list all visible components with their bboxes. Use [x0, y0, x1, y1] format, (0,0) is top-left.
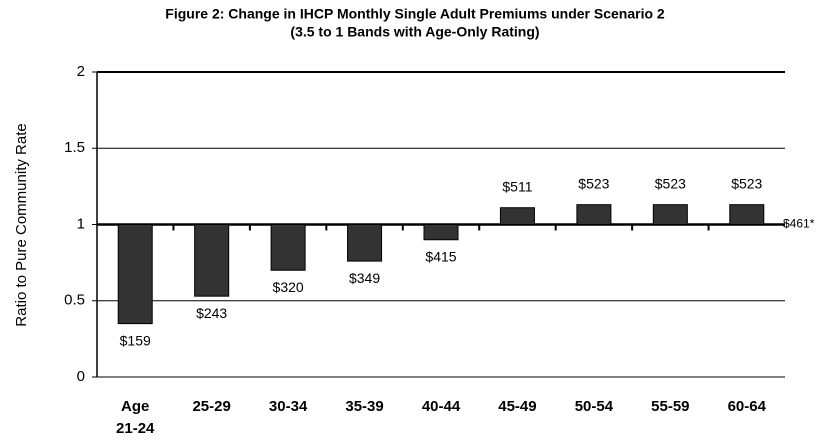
x-tick-label: 50-54	[575, 398, 614, 415]
y-tick-label: 1	[77, 215, 85, 232]
chart-subtitle: (3.5 to 1 Bands with Age-Only Rating)	[290, 24, 539, 40]
bar	[652, 204, 688, 226]
premium-label: $349	[349, 270, 380, 286]
bar	[270, 224, 306, 271]
x-tick-label: 35-39	[345, 398, 383, 415]
chart-title: Figure 2: Change in IHCP Monthly Single …	[165, 6, 665, 22]
x-tick-label: 45-49	[498, 398, 536, 415]
premium-label: $523	[731, 175, 762, 191]
y-tick-label: 1.5	[64, 139, 85, 156]
baseline-label: $461*	[783, 217, 815, 231]
bar	[576, 204, 612, 226]
x-tick-label: 55-59	[651, 398, 689, 415]
x-tick-label: Age 21-24	[116, 398, 155, 437]
y-tick-label: 0.5	[64, 292, 85, 309]
x-tick-label: 40-44	[422, 398, 461, 415]
premium-label: $415	[425, 248, 456, 264]
premium-label: $523	[655, 175, 686, 191]
premium-label: $159	[120, 332, 151, 348]
bar	[347, 224, 383, 262]
premium-label: $320	[273, 279, 304, 295]
premium-label: $243	[196, 305, 227, 321]
bar	[729, 204, 765, 226]
x-tick-label: 60-64	[728, 398, 767, 415]
y-tick-label: 2	[77, 63, 85, 80]
y-axis-label: Ratio to Pure Community Rate	[13, 123, 30, 326]
premium-label: $523	[578, 175, 609, 191]
x-tick-label: 30-34	[269, 398, 308, 415]
premium-label: $511	[502, 178, 532, 194]
bar	[194, 224, 230, 297]
x-tick-label: 25-29	[192, 398, 230, 415]
bar	[423, 224, 459, 241]
y-tick-label: 0	[77, 368, 85, 385]
bar	[117, 224, 153, 325]
bar	[499, 207, 535, 226]
